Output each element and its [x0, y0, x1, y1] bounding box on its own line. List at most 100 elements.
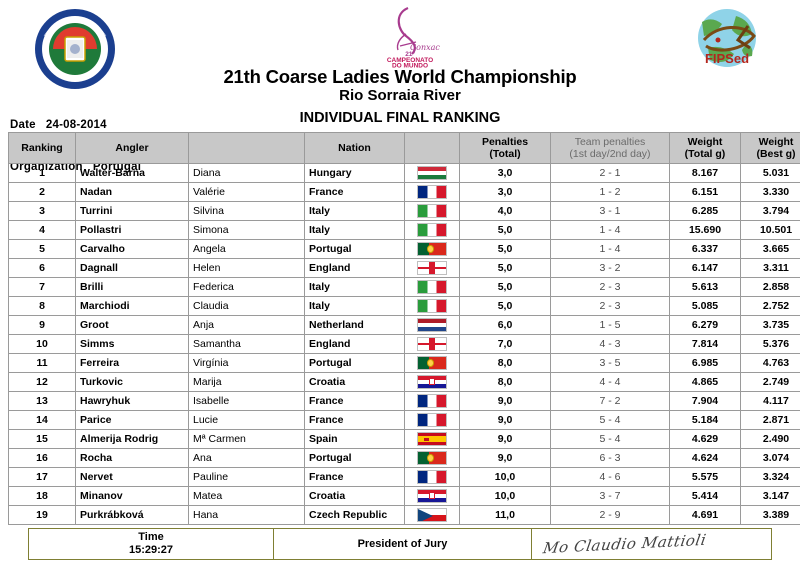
- cell-weight-total: 4.691: [669, 505, 741, 525]
- col-header-nation-label: Nation: [338, 142, 371, 154]
- cell-team-penalties: 1 - 5: [550, 315, 670, 335]
- campeonato-do-mundo-logo: Conxac 21º CAMPEONATO DO MUNDO: [387, 6, 440, 70]
- cell-penalties-total: 8,0: [459, 353, 551, 373]
- svg-text:DO MUNDO: DO MUNDO: [392, 63, 428, 70]
- cell-ranking: 16: [8, 448, 76, 468]
- cell-angler-last-name: Nadan: [75, 182, 189, 202]
- time-label: Time: [138, 531, 164, 543]
- cell-flag: [404, 505, 460, 525]
- cell-nation: Czech Republic: [304, 505, 405, 525]
- footer-signature-cell: Mo Claudio Mattioli: [532, 529, 771, 559]
- cell-flag: [404, 429, 460, 449]
- date-value: 24-08-2014: [45, 119, 107, 131]
- svg-text:CAMPEONATO: CAMPEONATO: [387, 57, 433, 64]
- table-row[interactable]: 11 Ferreira Virgínia Portugal 8,0 3 - 5 6.985 4…: [8, 353, 800, 373]
- cell-flag: [404, 315, 460, 335]
- col-header-angler: Angler: [75, 132, 189, 164]
- cell-team-penalties: 4 - 3: [550, 334, 670, 354]
- cell-team-penalties: 2 - 9: [550, 505, 670, 525]
- cell-angler-last-name: Turrini: [75, 201, 189, 221]
- cell-weight-best: 10.501: [740, 220, 800, 240]
- cell-flag: [404, 239, 460, 259]
- cell-flag: [404, 163, 460, 183]
- cell-ranking: 4: [8, 220, 76, 240]
- cell-nation: Italy: [304, 201, 405, 221]
- cell-ranking: 10: [8, 334, 76, 354]
- table-row[interactable]: 1 Walter-Barna Diana Hungary 3,0 2 - 1 8.167 5.…: [8, 163, 800, 183]
- cell-weight-total: 6.985: [669, 353, 741, 373]
- table-header-row: Ranking Angler Nation Penalties (Total) …: [8, 132, 800, 164]
- table-row[interactable]: 10 Simms Samantha England 7,0 4 - 3 7.814 5.376…: [8, 334, 800, 354]
- flag-icon-it: [417, 299, 447, 313]
- cell-weight-total: 5.613: [669, 277, 741, 297]
- cell-weight-best: 3.389: [740, 505, 800, 525]
- col-header-weight-best-l1: Weight: [758, 136, 794, 148]
- cell-team-penalties: 1 - 4: [550, 220, 670, 240]
- table-body: 1 Walter-Barna Diana Hungary 3,0 2 - 1 8.167 5.…: [8, 163, 800, 525]
- flag-icon-cz: [417, 508, 447, 522]
- president-of-jury-label: President of Jury: [357, 538, 448, 550]
- cell-nation: Portugal: [304, 239, 405, 259]
- table-row[interactable]: 8 Marchiodi Claudia Italy 5,0 2 - 3 5.085 2.752…: [8, 296, 800, 316]
- table-row[interactable]: 19 Purkrábková Hana Czech Republic 11,0 2 - 9…: [8, 505, 800, 525]
- flag-icon-it: [417, 223, 447, 237]
- table-row[interactable]: 4 Pollastri Simona Italy 5,0 1 - 4 15.690 10.50…: [8, 220, 800, 240]
- cell-nation: Hungary: [304, 163, 405, 183]
- cell-ranking: 17: [8, 467, 76, 487]
- cell-penalties-total: 5,0: [459, 220, 551, 240]
- cell-nation: Portugal: [304, 448, 405, 468]
- flag-icon-en: [417, 337, 447, 351]
- cell-weight-total: 6.151: [669, 182, 741, 202]
- cell-weight-best: 3.311: [740, 258, 800, 278]
- cell-angler-last-name: Groot: [75, 315, 189, 335]
- cell-flag: [404, 391, 460, 411]
- cell-weight-total: 5.085: [669, 296, 741, 316]
- flag-icon-pt: [417, 356, 447, 370]
- cell-weight-total: 6.147: [669, 258, 741, 278]
- signature: Mo Claudio Mattioli: [541, 530, 708, 558]
- cell-angler-first-name: Lucie: [188, 410, 305, 430]
- flag-icon-fr: [417, 394, 447, 408]
- cell-nation: France: [304, 391, 405, 411]
- cell-angler-last-name: Pollastri: [75, 220, 189, 240]
- cell-angler-last-name: Simms: [75, 334, 189, 354]
- cell-weight-best: 2.858: [740, 277, 800, 297]
- cell-team-penalties: 4 - 4: [550, 372, 670, 392]
- table-row[interactable]: 18 Minanov Matea Croatia 10,0 3 - 7 5.414 3.147…: [8, 486, 800, 506]
- flag-icon-it: [417, 280, 447, 294]
- col-header-team-l1: Team penalties: [574, 136, 646, 148]
- cell-weight-total: 7.904: [669, 391, 741, 411]
- cell-angler-first-name: Mª Carmen: [188, 429, 305, 449]
- cell-angler-first-name: Virgínia: [188, 353, 305, 373]
- cell-angler-first-name: Marija: [188, 372, 305, 392]
- cell-ranking: 6: [8, 258, 76, 278]
- cell-penalties-total: 11,0: [459, 505, 551, 525]
- cell-team-penalties: 2 - 3: [550, 277, 670, 297]
- svg-text:Conxac: Conxac: [410, 43, 440, 52]
- cell-ranking: 13: [8, 391, 76, 411]
- cell-weight-best: 3.665: [740, 239, 800, 259]
- table-row[interactable]: 12 Turkovic Marija Croatia 8,0 4 - 4 4.865 2.74…: [8, 372, 800, 392]
- flag-icon-es: [417, 432, 447, 446]
- table-row[interactable]: 5 Carvalho Angela Portugal 5,0 1 - 4 6.337 3.66…: [8, 239, 800, 259]
- cell-ranking: 19: [8, 505, 76, 525]
- footer-time-cell: Time 15:29:27: [29, 529, 274, 559]
- cell-flag: [404, 486, 460, 506]
- cell-angler-last-name: Brilli: [75, 277, 189, 297]
- individual-final-ranking-table: Ranking Angler Nation Penalties (Total) …: [8, 132, 800, 525]
- cell-weight-total: 5.184: [669, 410, 741, 430]
- cell-angler-last-name: Ferreira: [75, 353, 189, 373]
- col-header-angler-first: [188, 132, 305, 164]
- table-row[interactable]: 13 Hawryhuk Isabelle France 9,0 7 - 2 7.904 4.1…: [8, 391, 800, 411]
- col-header-weight-total: Weight (Total g): [669, 132, 741, 164]
- table-row[interactable]: 17 Nervet Pauline France 10,0 4 - 6 5.575 3.324…: [8, 467, 800, 487]
- cell-team-penalties: 1 - 2: [550, 182, 670, 202]
